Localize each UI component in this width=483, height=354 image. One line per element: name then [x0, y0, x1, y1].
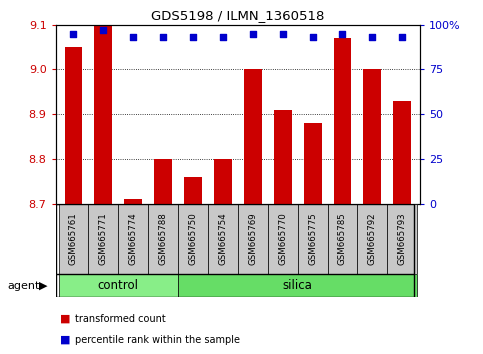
Text: GSM665792: GSM665792	[368, 213, 377, 265]
Text: GSM665754: GSM665754	[218, 212, 227, 266]
Point	[99, 27, 107, 33]
Bar	[304, 123, 322, 204]
Text: agent: agent	[7, 281, 40, 291]
Point	[339, 31, 346, 36]
Bar	[65, 47, 83, 204]
Bar	[178, 204, 208, 274]
Bar	[363, 69, 382, 204]
Text: ■: ■	[60, 335, 71, 345]
Point	[309, 34, 316, 40]
Bar	[94, 25, 113, 204]
Point	[369, 34, 376, 40]
Text: control: control	[98, 279, 139, 292]
Bar	[298, 204, 327, 274]
Bar	[58, 274, 178, 297]
Bar	[334, 38, 352, 204]
Point	[279, 31, 286, 36]
Text: ■: ■	[60, 314, 71, 324]
Bar	[238, 204, 268, 274]
Bar	[148, 204, 178, 274]
Text: percentile rank within the sample: percentile rank within the sample	[75, 335, 240, 345]
Text: GSM665761: GSM665761	[69, 212, 78, 266]
Bar	[387, 204, 417, 274]
Point	[398, 34, 406, 40]
Bar	[154, 159, 172, 204]
Point	[219, 34, 227, 40]
Point	[189, 34, 197, 40]
Bar	[58, 204, 88, 274]
Bar	[214, 159, 232, 204]
Text: GSM665775: GSM665775	[308, 212, 317, 266]
Bar	[184, 177, 202, 204]
Point	[129, 34, 137, 40]
Bar	[118, 204, 148, 274]
Text: transformed count: transformed count	[75, 314, 166, 324]
Title: GDS5198 / ILMN_1360518: GDS5198 / ILMN_1360518	[151, 9, 325, 22]
Bar	[274, 110, 292, 204]
Point	[249, 31, 256, 36]
Bar	[357, 204, 387, 274]
Point	[70, 31, 77, 36]
Text: GSM665774: GSM665774	[129, 212, 138, 266]
Text: GSM665770: GSM665770	[278, 212, 287, 266]
Bar	[244, 69, 262, 204]
Bar	[124, 199, 142, 204]
Text: GSM665788: GSM665788	[158, 212, 168, 266]
Text: GSM665750: GSM665750	[188, 212, 198, 266]
Text: GSM665785: GSM665785	[338, 212, 347, 266]
Bar	[268, 204, 298, 274]
Text: GSM665793: GSM665793	[398, 213, 407, 265]
Bar	[178, 274, 417, 297]
Bar	[88, 204, 118, 274]
Text: silica: silica	[283, 279, 313, 292]
Text: ▶: ▶	[39, 281, 47, 291]
Bar	[208, 204, 238, 274]
Bar	[393, 101, 411, 204]
Text: GSM665771: GSM665771	[99, 212, 108, 266]
Text: GSM665769: GSM665769	[248, 213, 257, 265]
Point	[159, 34, 167, 40]
Bar	[327, 204, 357, 274]
